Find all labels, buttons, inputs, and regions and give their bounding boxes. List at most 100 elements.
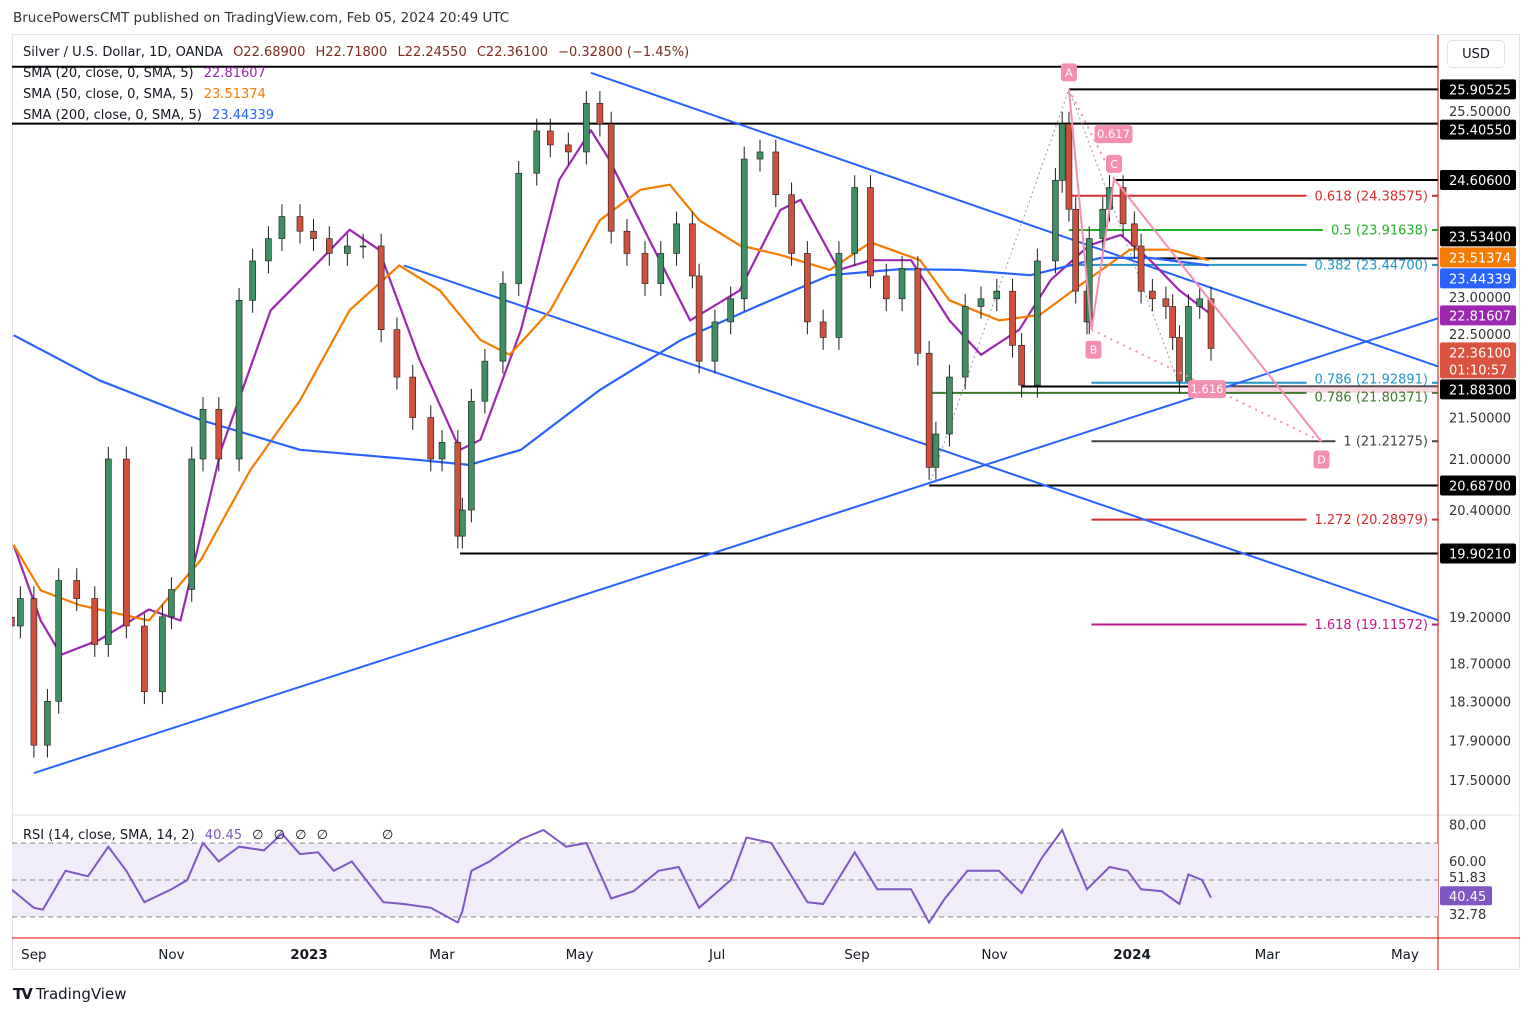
candle-body bbox=[377, 245, 385, 330]
pattern-point-label: B bbox=[1090, 344, 1098, 357]
candle bbox=[1119, 175, 1127, 237]
price-axis-label-bg bbox=[1440, 119, 1516, 140]
candle bbox=[882, 263, 890, 312]
time-tick-label: Jul bbox=[708, 947, 725, 963]
rsi-line bbox=[12, 827, 1212, 925]
candle-body bbox=[454, 442, 462, 537]
candle-body bbox=[12, 616, 15, 627]
candle bbox=[1176, 325, 1183, 394]
candle-body bbox=[159, 616, 166, 693]
trendline bbox=[590, 71, 1438, 368]
pattern-point-badge bbox=[1106, 154, 1123, 173]
candle-body bbox=[188, 458, 196, 590]
change-value: −0.32800 (−1.45%) bbox=[558, 45, 690, 60]
sma-line-sma200 bbox=[13, 256, 1209, 466]
price-tick-label: 20.40000 bbox=[1449, 504, 1511, 519]
rsi-tick-label: 32.78 bbox=[1449, 908, 1486, 923]
candle bbox=[925, 340, 933, 480]
candle-body bbox=[1185, 306, 1192, 382]
candle bbox=[804, 241, 811, 335]
sma50-legend[interactable]: SMA (50, close, 0, SMA, 5) 23.51374 bbox=[23, 87, 272, 102]
time-tick-label: Mar bbox=[429, 947, 455, 963]
candle-body bbox=[215, 409, 223, 460]
rsi-legend[interactable]: RSI (14, close, SMA, 14, 2) 40.45 ∅ ∅ ∅ … bbox=[23, 828, 399, 843]
fib-level-label: 1.618 (19.11572) bbox=[1314, 618, 1428, 633]
candle-body bbox=[727, 298, 734, 323]
sma20-legend[interactable]: SMA (20, close, 0, SMA, 5) 22.81607 bbox=[23, 66, 272, 81]
candle-body bbox=[123, 458, 130, 627]
rsi-label: RSI (14, close, SMA, 14, 2) bbox=[23, 828, 195, 843]
candle bbox=[1072, 196, 1079, 304]
price-axis-label-bg bbox=[1440, 342, 1516, 379]
time-tick-label: Nov bbox=[981, 947, 1007, 963]
time-tick-label: Nov bbox=[158, 947, 184, 963]
candle-body bbox=[1018, 345, 1025, 386]
bar-countdown: 01:10:57 bbox=[1449, 363, 1507, 378]
ratio-label: 1.616 bbox=[1191, 382, 1224, 396]
candle bbox=[740, 146, 748, 312]
candle-body bbox=[673, 223, 680, 254]
candle bbox=[727, 286, 734, 335]
price-axis-value: 20.68700 bbox=[1449, 479, 1511, 494]
candle bbox=[73, 568, 81, 611]
currency-button[interactable]: USD bbox=[1447, 40, 1505, 68]
candle bbox=[1169, 294, 1176, 350]
candle-body bbox=[344, 245, 351, 254]
sma200-legend[interactable]: SMA (200, close, 0, SMA, 5) 23.44339 bbox=[23, 108, 280, 123]
price-axis-value: 22.81607 bbox=[1449, 309, 1511, 324]
ratio-badge bbox=[1188, 380, 1226, 399]
candle bbox=[168, 577, 175, 630]
candle bbox=[159, 604, 166, 705]
candle-body bbox=[310, 230, 317, 239]
candle-body bbox=[835, 253, 843, 338]
candle bbox=[607, 111, 615, 244]
fib-level-label: 0.5 (23.91638) bbox=[1331, 223, 1428, 238]
candle-body bbox=[851, 187, 859, 254]
candle bbox=[55, 568, 62, 714]
candle-body bbox=[481, 360, 489, 402]
abcd-pattern-line bbox=[1067, 89, 1323, 443]
chart-frame bbox=[12, 34, 1520, 970]
rsi-value-badge bbox=[1440, 886, 1492, 906]
candle-body bbox=[438, 442, 446, 460]
candle-body bbox=[1072, 208, 1079, 292]
candle-body bbox=[141, 625, 148, 693]
candle bbox=[977, 286, 985, 319]
candle-body bbox=[565, 144, 572, 153]
price-tick-label: 18.30000 bbox=[1449, 695, 1511, 710]
price-axis-label: 22.36100 01:10:57 bbox=[1440, 342, 1516, 379]
candle bbox=[17, 586, 24, 639]
candle bbox=[344, 233, 351, 266]
candle bbox=[546, 118, 554, 158]
price-axis-label: 23.53400 bbox=[1440, 226, 1516, 247]
candle bbox=[772, 139, 780, 208]
candle bbox=[359, 233, 367, 259]
candle bbox=[1149, 278, 1156, 312]
price-axis-value: 23.53400 bbox=[1449, 230, 1511, 245]
tradingview-brand[interactable]: TV TradingView bbox=[13, 985, 126, 1003]
candle bbox=[819, 309, 827, 350]
candle-body bbox=[607, 123, 615, 232]
published-caption: BrucePowersCMT published on TradingView.… bbox=[13, 10, 510, 26]
candle bbox=[199, 397, 207, 472]
rsi-extra: ∅ bbox=[316, 828, 328, 843]
price-pane[interactable]: 0.618 (24.38575) 0.5 (23.91638) 0.382 (23.… bbox=[8, 63, 1438, 774]
candle bbox=[788, 182, 795, 266]
candle bbox=[1131, 211, 1138, 259]
candle-body bbox=[1207, 298, 1215, 349]
candle-body bbox=[1196, 298, 1204, 307]
time-tick-label: 2023 bbox=[290, 947, 328, 963]
candle bbox=[596, 91, 604, 137]
candle bbox=[215, 397, 223, 472]
price-axis-value: 25.40550 bbox=[1449, 124, 1511, 139]
candle bbox=[946, 364, 953, 447]
rsi-pane bbox=[12, 827, 1438, 925]
target-zone bbox=[1200, 386, 1438, 393]
price-tick-label: 19.20000 bbox=[1449, 611, 1511, 626]
candle-body bbox=[515, 172, 523, 284]
candle bbox=[105, 446, 112, 657]
candle-body bbox=[393, 329, 401, 378]
candle-body bbox=[546, 130, 554, 146]
candle bbox=[1137, 233, 1145, 304]
